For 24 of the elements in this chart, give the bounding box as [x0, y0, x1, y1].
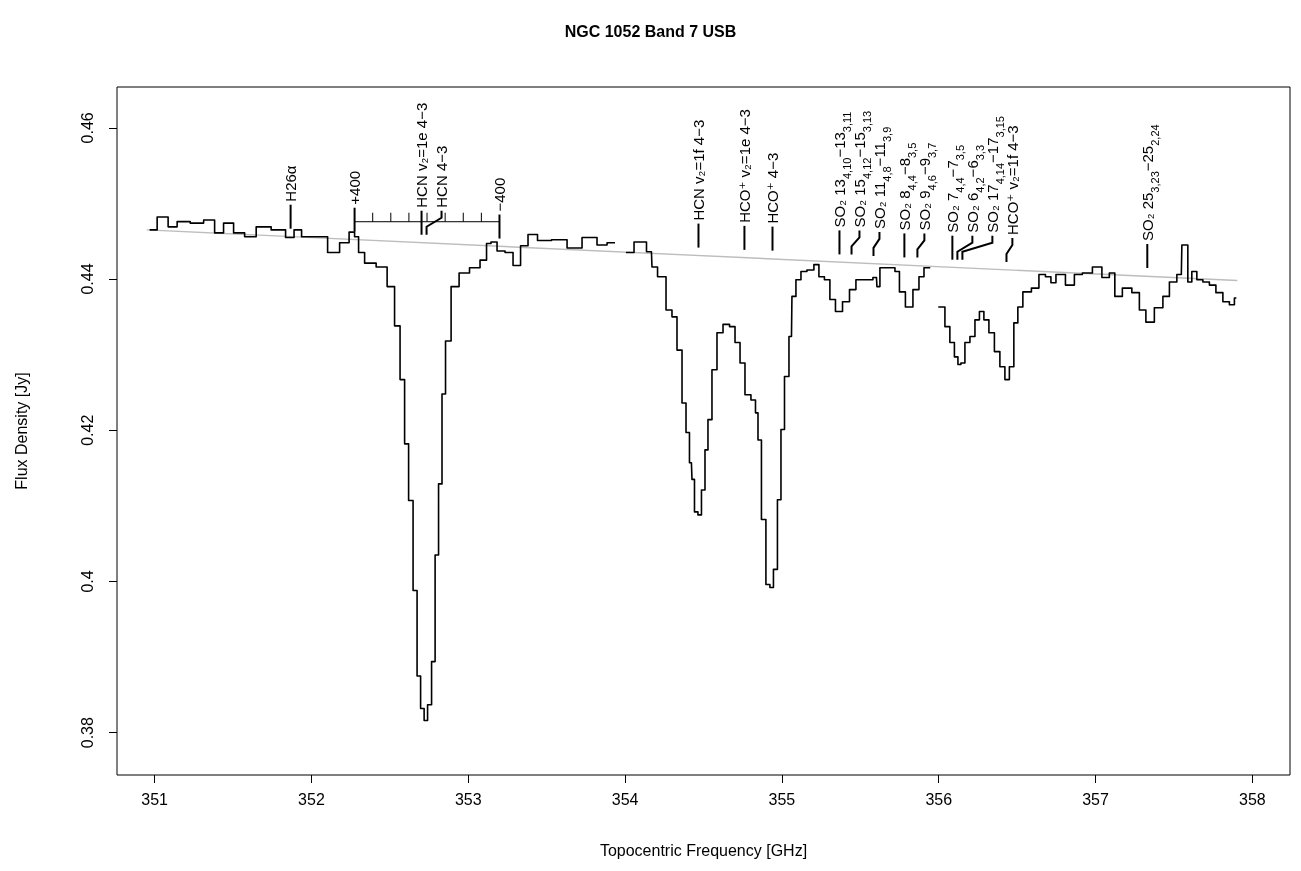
x-tick-label: 354	[611, 790, 639, 808]
y-tick-label: 0.46	[78, 112, 96, 144]
annotation: −400	[490, 177, 508, 212]
x-axis-title: Topocentric Frequency [GHz]	[599, 841, 808, 859]
chart-title: NGC 1052 Band 7 USB	[564, 22, 737, 40]
y-tick-label: 0.44	[78, 263, 96, 295]
annotation: HCN v₂=1e 4−3	[412, 102, 430, 208]
annotation: HCN 4−3	[432, 145, 450, 208]
y-axis-title: Flux Density [Jy]	[12, 372, 30, 490]
annotation: HCO⁺ v₂=1e 4−3	[735, 109, 753, 223]
annotation: HCO⁺ 4−3	[763, 152, 781, 224]
x-tick-label: 355	[768, 790, 796, 808]
annotation: H26α	[281, 165, 299, 202]
y-tick-label: 0.42	[78, 414, 96, 446]
x-tick-label: 353	[454, 790, 482, 808]
x-tick-label: 357	[1082, 790, 1109, 808]
annotation: HCN v₂=1f 4−3	[689, 119, 707, 221]
x-tick-label: 356	[925, 790, 953, 808]
annotation: +400	[345, 170, 363, 205]
x-tick-label: 352	[298, 790, 325, 808]
y-tick-label: 0.38	[78, 716, 96, 749]
y-tick-label: 0.4	[78, 570, 96, 593]
x-tick-label: 358	[1239, 790, 1266, 808]
x-tick-label: 351	[141, 790, 169, 808]
